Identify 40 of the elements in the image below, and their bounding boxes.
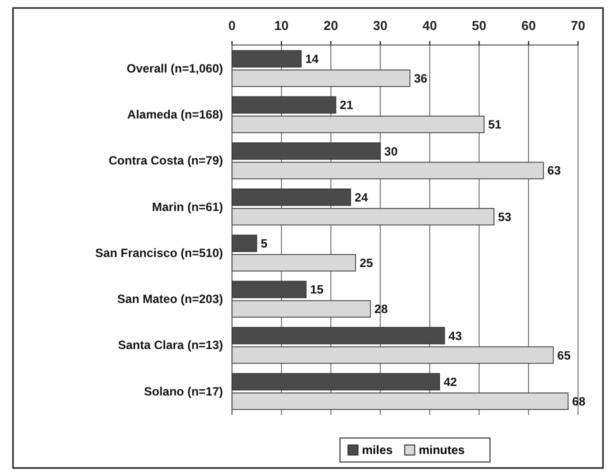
bar (232, 300, 371, 318)
y-tick-label: Solano (n=17) (144, 384, 223, 398)
bar (232, 346, 554, 364)
y-tick-label: Marin (n=61) (152, 200, 224, 214)
y-tick-label: San Francisco (n=510) (95, 246, 223, 260)
data-label: 15 (310, 282, 324, 297)
x-tick-label: 70 (570, 18, 586, 34)
legend-label: minutes (418, 443, 466, 457)
bar (232, 254, 356, 272)
data-label: 42 (444, 374, 458, 389)
y-tick-label: Contra Costa (n=79) (108, 154, 223, 168)
data-label: 30 (384, 144, 398, 158)
data-label: 51 (488, 118, 502, 132)
bar (232, 208, 494, 226)
x-tick-label: 50 (472, 18, 486, 34)
data-label: 65 (557, 348, 571, 362)
bar (232, 392, 569, 410)
data-label: 36 (414, 71, 428, 86)
data-label: 43 (448, 328, 462, 343)
bar (232, 70, 410, 87)
data-label: 21 (340, 98, 354, 112)
x-tick-label: 10 (274, 18, 289, 34)
y-tick-label: Alameda (n=168) (127, 108, 223, 122)
y-tick-label: San Mateo (n=203) (117, 292, 223, 306)
x-tick-label: 0 (228, 18, 236, 34)
data-label: 14 (305, 52, 319, 66)
data-label: 5 (260, 236, 268, 251)
y-tick-label: Santa Clara (n=13) (118, 338, 223, 352)
data-label: 63 (547, 164, 562, 178)
data-label: 53 (498, 210, 512, 224)
data-label: 24 (354, 190, 368, 204)
bar (232, 116, 484, 134)
x-tick-label: 40 (422, 18, 437, 34)
x-tick-label: 30 (373, 18, 388, 34)
data-label: 25 (360, 256, 374, 270)
x-tick-label: 20 (324, 18, 338, 34)
legend-label: miles (362, 443, 394, 457)
x-tick-label: 60 (521, 18, 536, 34)
y-tick-label: Overall (n=1,060) (126, 61, 223, 76)
bar (232, 162, 544, 180)
